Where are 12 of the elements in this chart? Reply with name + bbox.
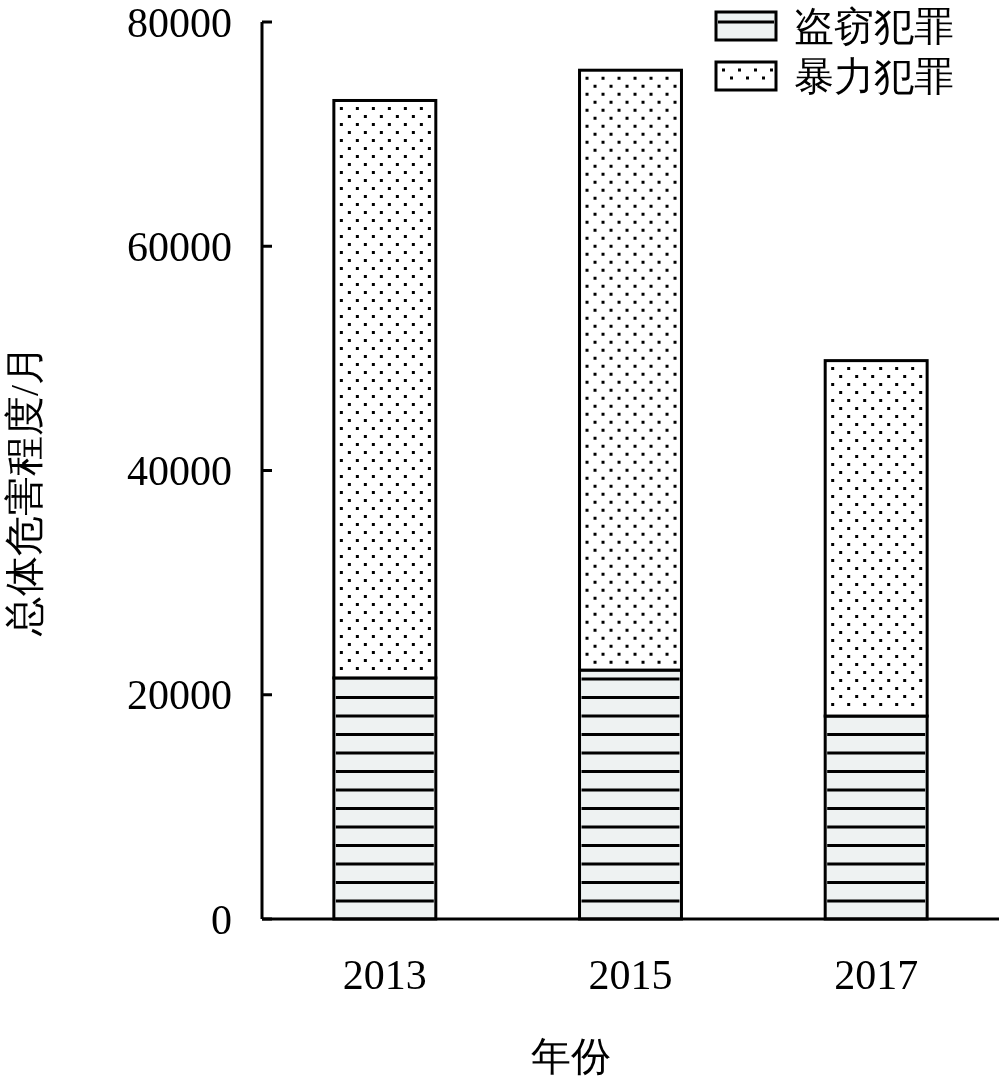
y-axis-title: 总体危害程度/月: [2, 344, 47, 638]
x-tick-label: 2017: [834, 952, 919, 998]
y-tick-label: 0: [211, 896, 232, 943]
y-tick-label: 40000: [127, 448, 232, 495]
x-tick-label: 2013: [342, 952, 427, 998]
legend-label: 暴力犯罪: [794, 54, 954, 99]
x-axis-title: 年份: [530, 1034, 611, 1079]
y-tick-label: 60000: [127, 223, 232, 270]
legend-label: 盗窃犯罪: [794, 4, 954, 49]
y-tick-label: 80000: [127, 0, 232, 46]
y-tick-label: 20000: [127, 672, 232, 719]
x-tick-label: 2015: [588, 952, 673, 998]
